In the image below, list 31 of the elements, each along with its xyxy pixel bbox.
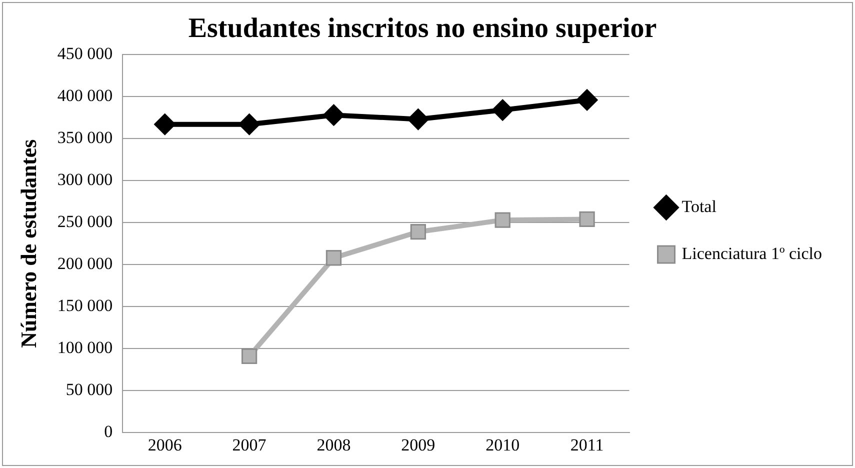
y-tick-label: 300 000: [57, 170, 113, 190]
y-tick-label: 450 000: [57, 44, 113, 64]
x-tick-label: 2006: [148, 435, 182, 454]
x-tick-label: 2011: [570, 435, 604, 454]
y-tick-label: 200 000: [57, 254, 113, 274]
y-tick-label: 250 000: [57, 212, 113, 232]
point: [492, 99, 514, 121]
point: [410, 224, 426, 240]
point: [238, 114, 260, 136]
y-axis-title: Número de estudantes: [16, 138, 41, 348]
legend-label: Total: [682, 196, 717, 216]
x-tick-label: 2007: [232, 435, 267, 454]
point: [322, 104, 344, 126]
point: [326, 250, 342, 266]
point: [576, 89, 598, 111]
x-tick-label: 2010: [486, 435, 520, 454]
y-tick-label: 100 000: [57, 338, 113, 358]
y-tick-label: 50 000: [66, 380, 113, 400]
x-tick-label: 2009: [401, 435, 436, 454]
point: [241, 348, 258, 364]
point: [154, 114, 176, 136]
y-tick-label: 0: [104, 422, 113, 442]
y-tick-label: 400 000: [57, 86, 113, 106]
y-tick-label: 350 000: [57, 128, 113, 148]
x-tick-label: 2008: [316, 435, 351, 454]
legend-label: Licenciatura 1º ciclo: [682, 244, 822, 263]
point: [579, 211, 595, 228]
point: [494, 212, 510, 228]
point: [407, 108, 429, 130]
chart-title: Estudantes inscritos no ensino superior: [188, 13, 657, 44]
y-tick-label: 150 000: [57, 296, 113, 316]
